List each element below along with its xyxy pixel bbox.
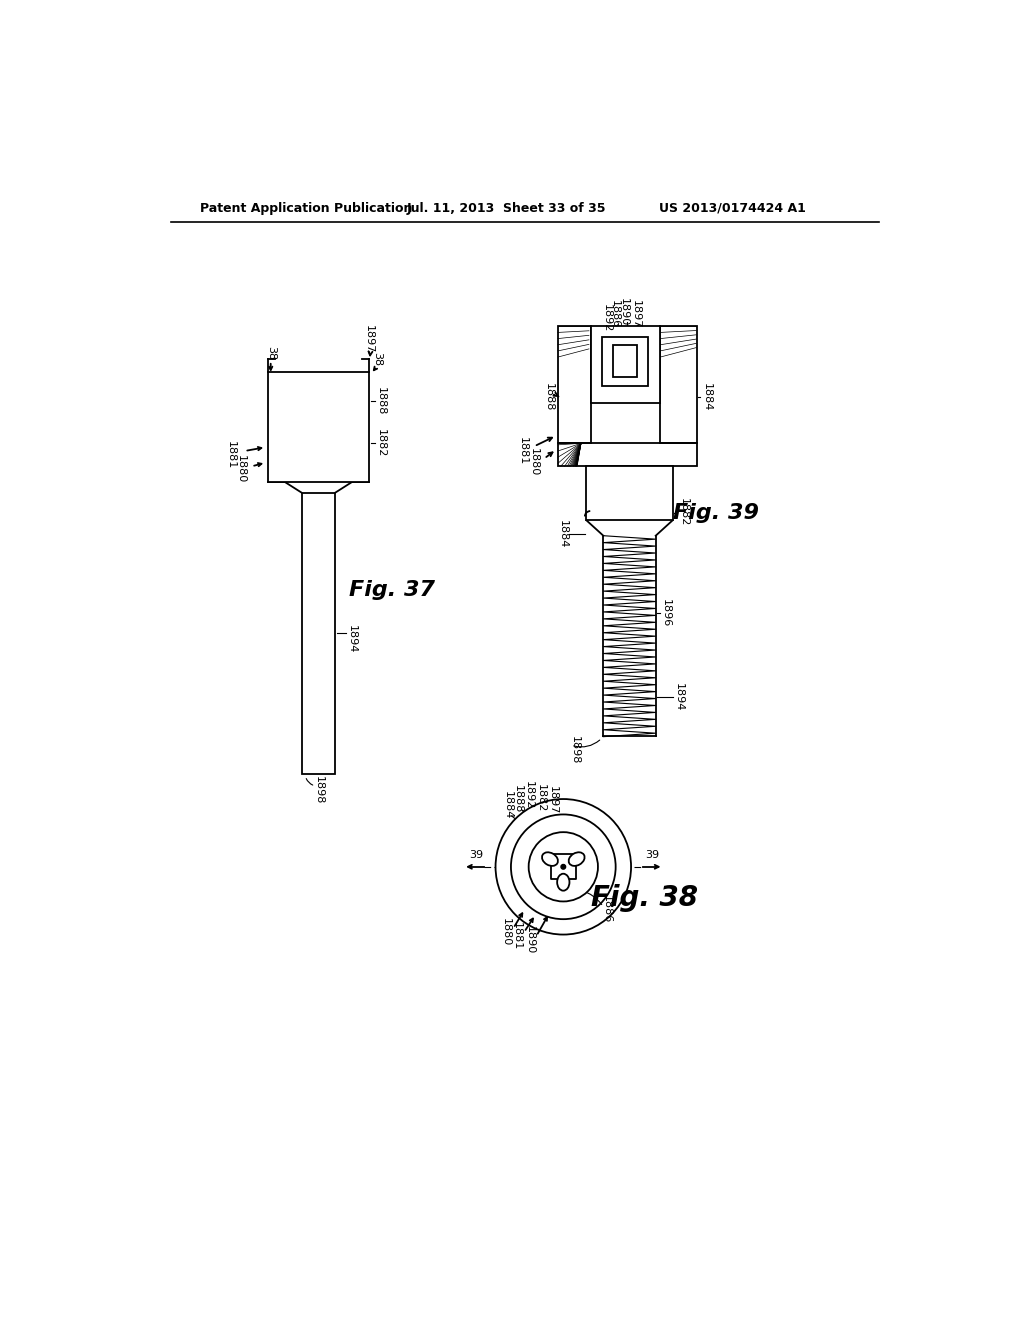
Text: 38: 38 <box>372 351 382 366</box>
Text: 1884: 1884 <box>558 520 568 548</box>
Ellipse shape <box>557 874 569 891</box>
Text: 1882: 1882 <box>536 784 546 812</box>
Text: 1890: 1890 <box>620 297 629 326</box>
Text: Fig. 38: Fig. 38 <box>592 883 698 912</box>
Text: 1888: 1888 <box>544 383 554 412</box>
Text: Fig. 37: Fig. 37 <box>349 579 435 599</box>
Text: 1898: 1898 <box>313 776 324 804</box>
Circle shape <box>511 814 615 919</box>
Bar <box>587 466 673 520</box>
Ellipse shape <box>568 853 585 866</box>
Bar <box>602 337 648 387</box>
Text: 1890: 1890 <box>524 925 535 954</box>
Text: 1884: 1884 <box>701 383 712 412</box>
Bar <box>660 326 696 444</box>
Text: 1881: 1881 <box>518 437 528 465</box>
Text: 39: 39 <box>645 850 659 861</box>
Text: 1886: 1886 <box>610 300 620 329</box>
Text: 1880: 1880 <box>529 447 539 477</box>
Text: 1881: 1881 <box>225 441 236 469</box>
Text: 1882: 1882 <box>376 429 386 458</box>
Text: 1886: 1886 <box>601 895 611 923</box>
Text: 1894: 1894 <box>346 626 356 653</box>
Bar <box>267 372 370 482</box>
Text: 1888: 1888 <box>513 785 523 813</box>
Text: 1892: 1892 <box>601 304 611 331</box>
Text: US 2013/0174424 A1: US 2013/0174424 A1 <box>658 202 806 215</box>
Text: 1884: 1884 <box>503 791 513 820</box>
Bar <box>558 444 696 466</box>
Text: 1897: 1897 <box>548 787 557 814</box>
Text: 1898: 1898 <box>569 735 580 764</box>
Bar <box>612 345 637 378</box>
Text: 1880: 1880 <box>501 919 511 946</box>
Text: 1882: 1882 <box>679 499 688 527</box>
Text: 38: 38 <box>265 346 275 360</box>
Text: 1892: 1892 <box>523 781 534 809</box>
Text: 1888: 1888 <box>376 387 386 414</box>
Text: 1881: 1881 <box>512 921 522 950</box>
Circle shape <box>561 865 565 869</box>
Bar <box>591 326 660 404</box>
Bar <box>558 326 591 444</box>
Bar <box>301 492 336 775</box>
Text: 1894: 1894 <box>674 684 684 711</box>
Text: 1880: 1880 <box>236 454 246 483</box>
Ellipse shape <box>542 853 558 866</box>
Text: 1896: 1896 <box>660 598 671 627</box>
Text: 39: 39 <box>469 850 483 861</box>
Text: 1897: 1897 <box>365 325 374 354</box>
Text: Fig. 39: Fig. 39 <box>673 503 759 523</box>
Text: 1897: 1897 <box>631 300 641 329</box>
Text: Jul. 11, 2013  Sheet 33 of 35: Jul. 11, 2013 Sheet 33 of 35 <box>407 202 606 215</box>
Circle shape <box>496 799 631 935</box>
Text: Patent Application Publication: Patent Application Publication <box>200 202 413 215</box>
Circle shape <box>528 832 598 902</box>
